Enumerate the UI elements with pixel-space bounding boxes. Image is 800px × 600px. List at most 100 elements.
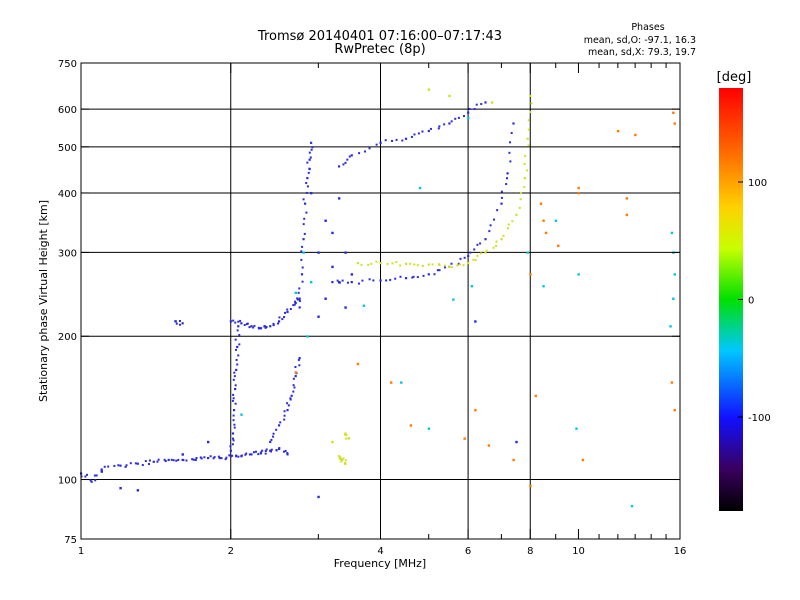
data-point xyxy=(416,276,419,279)
data-point xyxy=(673,408,676,412)
data-point xyxy=(156,460,159,463)
data-point xyxy=(282,450,285,453)
data-point xyxy=(421,130,424,133)
data-point xyxy=(236,345,239,349)
x-tick-label: 8 xyxy=(527,546,533,557)
data-point xyxy=(469,251,472,254)
data-point xyxy=(317,495,320,499)
data-point xyxy=(474,320,477,323)
data-point xyxy=(185,459,188,462)
data-point xyxy=(292,304,295,307)
data-point xyxy=(263,325,266,328)
data-point xyxy=(306,335,309,338)
data-point xyxy=(317,315,320,318)
data-point xyxy=(293,386,296,389)
data-point xyxy=(305,182,308,185)
data-point xyxy=(473,248,476,251)
data-point xyxy=(395,138,398,141)
data-point xyxy=(344,306,347,309)
data-point xyxy=(457,262,460,265)
x-tick-label: 10 xyxy=(572,546,585,557)
data-point xyxy=(129,462,132,465)
data-point xyxy=(84,475,87,478)
data-point xyxy=(206,456,210,460)
data-point xyxy=(448,94,451,98)
data-point xyxy=(361,279,364,282)
data-point xyxy=(167,458,170,462)
data-point xyxy=(476,254,479,257)
data-point xyxy=(524,154,527,157)
data-point xyxy=(364,150,367,153)
data-point xyxy=(448,265,451,268)
data-point xyxy=(467,262,470,265)
data-point xyxy=(234,387,237,391)
data-point xyxy=(413,133,416,136)
data-point xyxy=(232,439,235,442)
data-point xyxy=(235,348,238,351)
data-point xyxy=(229,445,232,448)
data-point xyxy=(500,238,503,241)
data-point xyxy=(229,455,232,458)
data-point xyxy=(238,334,241,337)
data-point xyxy=(302,198,305,201)
data-point xyxy=(306,161,309,164)
data-point xyxy=(429,127,432,130)
data-point xyxy=(292,390,295,393)
data-point xyxy=(450,266,453,269)
data-point xyxy=(484,238,487,241)
data-point xyxy=(231,399,234,402)
data-point xyxy=(301,280,304,283)
stats-o-mode: mean, sd,O: -97.1, 16.3 xyxy=(584,35,696,46)
data-point xyxy=(417,132,420,135)
data-point xyxy=(297,358,300,361)
data-point xyxy=(463,437,466,440)
data-point xyxy=(577,186,580,190)
y-tick-label: 400 xyxy=(58,189,77,200)
y-tick-label: 200 xyxy=(58,332,77,343)
data-point xyxy=(275,449,278,452)
data-point xyxy=(450,262,453,265)
data-point xyxy=(119,464,122,467)
data-point xyxy=(303,232,306,235)
data-point xyxy=(339,456,342,459)
data-point xyxy=(350,154,353,157)
data-point xyxy=(93,474,96,477)
chart-title: Tromsø 20140401 07:16:00–07:17:43 xyxy=(257,29,502,44)
data-point xyxy=(181,322,184,325)
y-axis-ticks: 75 100 200 300 400 500 600 750 xyxy=(58,59,680,546)
data-point xyxy=(294,375,297,378)
data-point xyxy=(669,325,672,328)
data-point xyxy=(509,141,512,144)
data-point xyxy=(344,433,347,436)
data-point xyxy=(89,479,92,482)
data-point xyxy=(527,144,530,147)
data-point xyxy=(232,319,235,322)
data-point xyxy=(181,453,184,456)
data-point xyxy=(523,162,526,165)
data-point xyxy=(389,278,392,281)
data-point xyxy=(467,254,470,258)
data-point xyxy=(117,464,120,467)
data-point xyxy=(309,156,312,159)
colorbar-label: [deg] xyxy=(717,70,752,85)
data-point xyxy=(372,279,375,282)
data-point xyxy=(336,279,339,282)
data-point xyxy=(306,185,309,188)
data-point xyxy=(235,358,238,361)
data-point xyxy=(191,458,194,461)
y-axis-label: Stationary phase Virtual Height [km] xyxy=(37,200,50,402)
data-point xyxy=(350,273,354,276)
data-point xyxy=(148,459,151,462)
data-point xyxy=(431,263,434,266)
data-point xyxy=(277,320,281,323)
data-point xyxy=(240,454,243,457)
data-point xyxy=(182,459,185,462)
data-point xyxy=(391,262,394,265)
data-point xyxy=(233,375,236,378)
data-point xyxy=(346,281,349,284)
data-point xyxy=(200,457,203,460)
data-point xyxy=(144,460,147,463)
data-point xyxy=(341,458,344,462)
data-point xyxy=(286,452,289,455)
data-point xyxy=(298,287,301,290)
